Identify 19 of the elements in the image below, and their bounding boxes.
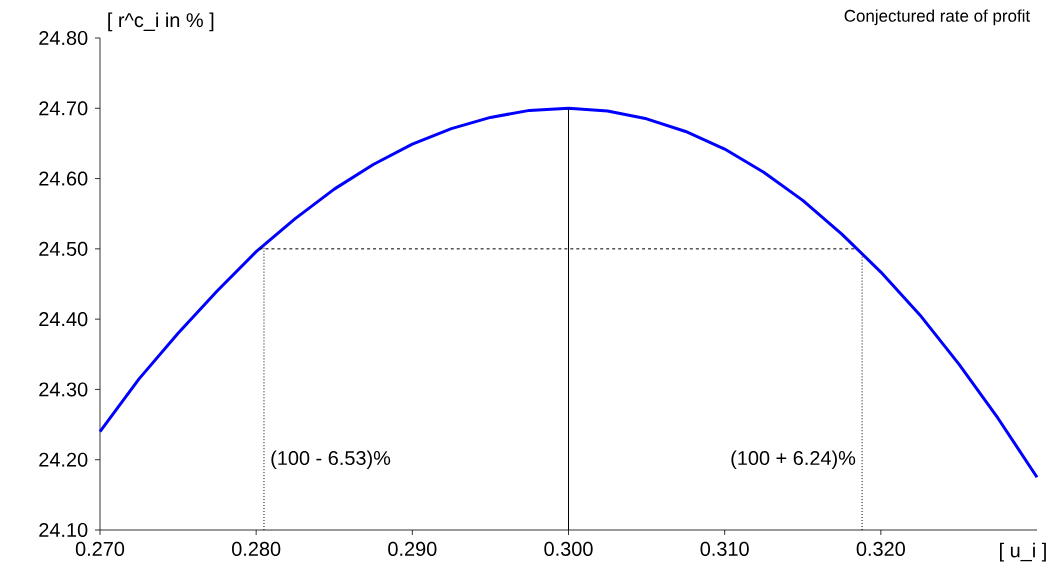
- x-tick-label: 0.310: [700, 541, 749, 556]
- annotation: (100 + 6.24)%: [731, 450, 856, 469]
- y-tick-label: 24.60: [39, 171, 88, 186]
- x-tick-label: 0.280: [232, 541, 281, 556]
- y-tick-label: 24.10: [39, 522, 88, 538]
- x-axis-title: [ u_i ]: [1000, 542, 1046, 562]
- x-tick-label: 0.270: [75, 541, 125, 556]
- y-tick-label: 24.30: [39, 382, 88, 397]
- y-tick-label: 24.50: [39, 241, 88, 256]
- x-tick-label: 0.320: [856, 541, 905, 556]
- x-tick-label: 0.300: [544, 541, 593, 556]
- chart-title: Conjectured rate of profit: [844, 9, 1031, 26]
- x-tick-label: 0.290: [388, 541, 437, 556]
- y-tick-label: 24.20: [39, 452, 88, 467]
- y-tick-label: 24.70: [39, 101, 88, 116]
- y-tick-label: 24.40: [39, 312, 88, 327]
- y-axis-title: [ r^c_i in % ]: [108, 12, 214, 32]
- y-tick-label: 24.80: [39, 30, 88, 46]
- annotation: (100 - 6.53)%: [271, 450, 391, 469]
